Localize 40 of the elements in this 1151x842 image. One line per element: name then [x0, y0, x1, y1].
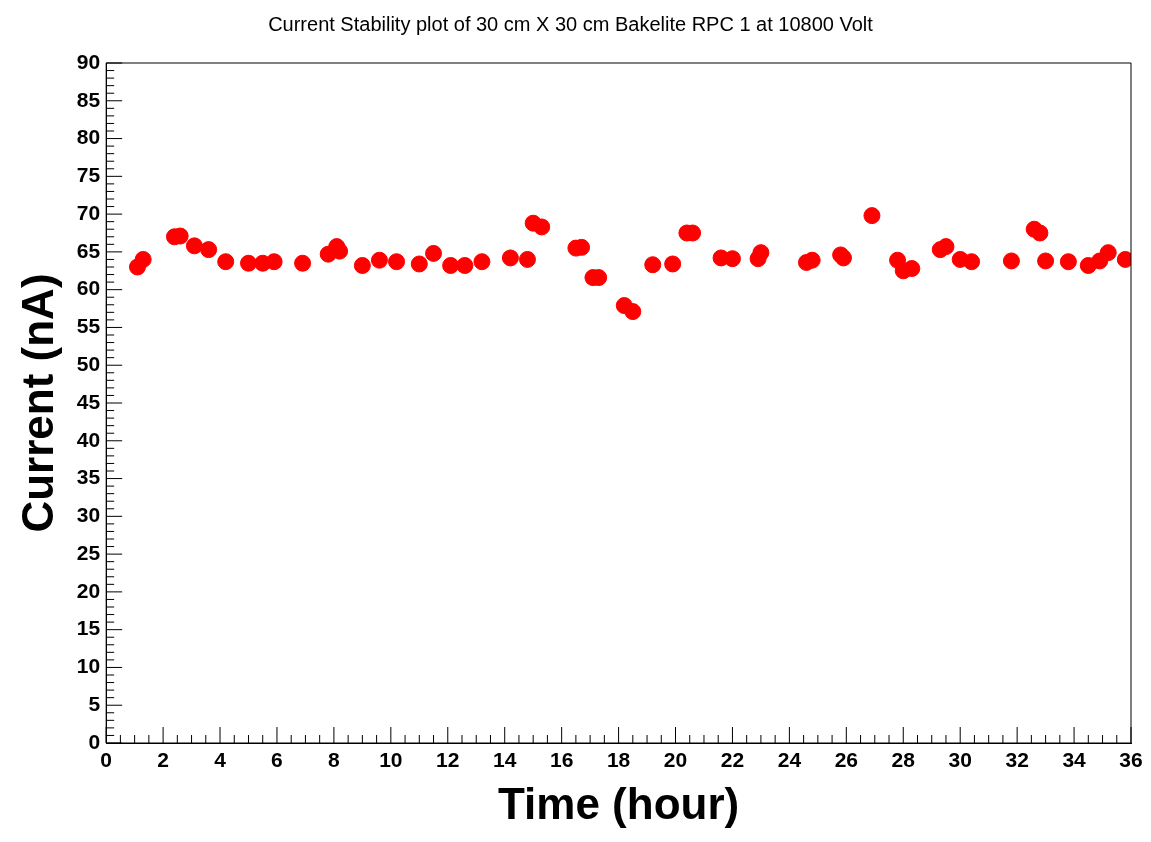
y-tick-label: 30: [76, 503, 101, 527]
x-tick-label: 14: [493, 748, 517, 772]
x-tick-label: 18: [606, 748, 631, 772]
y-axis-title: Current (nA): [12, 273, 62, 533]
chart-title: Current Stability plot of 30 cm X 30 cm Bakelite RPC 1 at 10800 Volt: [268, 12, 874, 35]
y-tick-label: 15: [76, 616, 101, 640]
y-tick-label: 75: [76, 163, 101, 187]
y-tick-label: 25: [76, 540, 101, 564]
y-tick-label: 80: [76, 125, 101, 149]
y-tick-label: 70: [76, 200, 101, 224]
x-tick-label: 12: [436, 748, 460, 772]
x-tick-label: 22: [720, 748, 745, 772]
y-tick-label: 55: [76, 314, 101, 338]
x-tick-label: 8: [328, 748, 341, 772]
x-tick-label: 30: [948, 748, 972, 772]
y-tick-label: 40: [76, 427, 101, 451]
x-tick-label: 20: [663, 748, 688, 772]
x-tick-label: 24: [777, 748, 802, 772]
x-tick-label: 34: [1062, 748, 1087, 772]
x-axis-title: Time (hour): [497, 778, 740, 828]
x-tick-label: 32: [1005, 748, 1029, 772]
x-tick-label: 28: [891, 748, 916, 772]
y-tick-label: 35: [76, 465, 101, 489]
x-tick-label: 36: [1119, 748, 1143, 772]
x-tick-label: 10: [379, 748, 403, 772]
y-tick-label: 20: [76, 578, 101, 602]
x-tick-label: 26: [834, 748, 858, 772]
y-tick-label: 90: [76, 49, 101, 73]
y-tick-label: 65: [76, 238, 101, 262]
x-tick-label: 6: [271, 748, 283, 772]
y-tick-label: 60: [76, 276, 101, 300]
y-tick-label: 85: [76, 87, 101, 111]
y-tick-label: 10: [76, 654, 101, 678]
y-tick-label: 0: [88, 729, 101, 753]
x-tick-label: 16: [549, 748, 574, 772]
x-tick-label: 2: [157, 748, 169, 772]
y-tick-label: 50: [76, 352, 101, 376]
x-tick-label: 4: [214, 748, 227, 772]
y-tick-label: 5: [88, 692, 101, 716]
y-tick-label: 45: [76, 389, 101, 413]
